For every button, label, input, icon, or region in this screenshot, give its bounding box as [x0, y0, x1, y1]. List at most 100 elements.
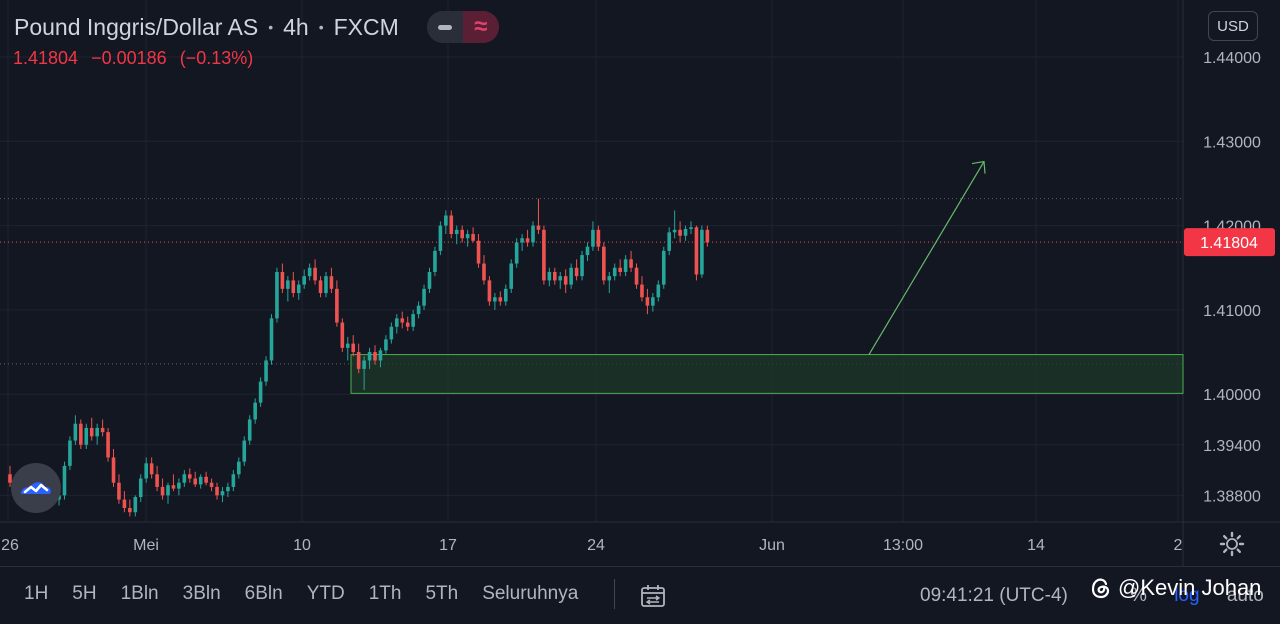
- candle-body: [362, 360, 366, 369]
- candle-body: [117, 482, 121, 500]
- candle-body: [465, 234, 470, 239]
- settings-gear-icon[interactable]: [1219, 531, 1245, 562]
- candle-body: [193, 478, 198, 485]
- y-tick-label: 1.41000: [1203, 303, 1261, 320]
- candle-body: [106, 432, 110, 458]
- candle-body: [651, 297, 655, 306]
- range-button-1th[interactable]: 1Th: [368, 583, 402, 604]
- candle-body: [482, 263, 486, 281]
- candle-body: [275, 271, 279, 319]
- clock-timezone[interactable]: 09:41:21 (UTC-4): [920, 585, 1068, 606]
- y-tick-label: 1.43000: [1203, 134, 1261, 151]
- wave-icon[interactable]: ≈: [462, 11, 499, 43]
- x-tick-label: 2: [1174, 537, 1183, 554]
- candle-body: [269, 318, 274, 361]
- exchange-label: FXCM: [333, 13, 399, 40]
- candle-body: [667, 232, 672, 251]
- candle-body: [422, 288, 426, 306]
- candle-body: [73, 423, 78, 441]
- range-selector: 1H 5H 1Bln 3Bln 6Bln YTD 1Th 5Th Seluruhnya: [12, 583, 590, 605]
- date-range-icon[interactable]: [640, 583, 666, 614]
- range-button-5th[interactable]: 5Th: [425, 583, 459, 604]
- price-change: −0.00186: [91, 48, 167, 68]
- tradingview-logo-icon[interactable]: [11, 463, 61, 513]
- log-toggle[interactable]: log: [1174, 585, 1200, 606]
- last-price: 1.41804: [13, 48, 79, 68]
- range-button-ytd[interactable]: YTD: [306, 583, 345, 604]
- candle-body: [400, 318, 405, 323]
- interval-label[interactable]: 4h: [283, 13, 309, 40]
- header-separator-dot: •: [268, 19, 274, 35]
- candle-body: [138, 478, 143, 498]
- candle-body: [661, 250, 666, 285]
- candle-body: [503, 288, 508, 302]
- candle-body: [264, 360, 268, 382]
- candle-body: [351, 343, 356, 353]
- auto-toggle[interactable]: auto: [1226, 585, 1264, 606]
- percent-toggle[interactable]: %: [1130, 585, 1147, 606]
- candle-body: [694, 227, 699, 275]
- candle-body: [95, 427, 99, 437]
- indicator-toggle[interactable]: ≈: [426, 11, 499, 43]
- candle-body: [111, 457, 116, 483]
- candle-body: [514, 242, 519, 264]
- candle-body: [553, 271, 557, 281]
- x-tick-label: 24: [587, 537, 605, 554]
- candle-body: [68, 440, 72, 466]
- candle-body: [215, 486, 219, 496]
- candle-body: [493, 297, 497, 302]
- minus-icon[interactable]: [426, 11, 463, 43]
- candle-body: [166, 485, 170, 496]
- candle-body: [656, 284, 661, 298]
- candle-body: [678, 229, 682, 236]
- candle-body: [171, 485, 176, 489]
- candle-body: [84, 427, 89, 445]
- candle-body: [79, 423, 83, 445]
- candle-body: [302, 276, 306, 285]
- candle-body: [220, 491, 225, 496]
- candle-body: [177, 482, 181, 489]
- candle-body: [449, 215, 454, 235]
- toolbar-divider: [614, 579, 615, 609]
- candle-body: [607, 276, 612, 281]
- range-button-1bln[interactable]: 1Bln: [120, 583, 159, 604]
- candle-body: [623, 259, 628, 272]
- candle-body: [672, 229, 677, 233]
- author-watermark: @Kevin Johan: [1090, 575, 1261, 601]
- candle-body: [296, 284, 301, 294]
- candle-body: [569, 267, 573, 285]
- price-chart[interactable]: 1.440001.430001.420001.410001.400001.394…: [0, 0, 1280, 566]
- candle-body: [405, 322, 410, 327]
- last-price-label-bg: [1184, 228, 1275, 257]
- x-tick-label: 26: [1, 537, 19, 554]
- candle-body: [558, 276, 563, 281]
- candle-body: [427, 271, 432, 289]
- candle-body: [476, 240, 481, 264]
- range-button-6bln[interactable]: 6Bln: [244, 583, 283, 604]
- candle-body: [384, 339, 388, 351]
- candle-body: [144, 463, 148, 479]
- candle-body: [460, 229, 464, 239]
- candle-body: [454, 229, 459, 235]
- candle-body: [591, 229, 595, 247]
- candle-body: [345, 343, 350, 348]
- x-tick-label: 17: [439, 537, 457, 554]
- x-tick-label: Jun: [759, 537, 785, 554]
- price-change-line: 1.41804 −0.00186 (−0.13%): [13, 48, 261, 69]
- candle-body: [438, 225, 443, 251]
- y-tick-label: 1.44000: [1203, 50, 1261, 67]
- candle-body: [531, 225, 535, 243]
- candle-body: [547, 271, 552, 281]
- range-button-seluruhnya[interactable]: Seluruhnya: [482, 583, 579, 604]
- range-button-5h[interactable]: 5H: [72, 583, 97, 604]
- candle-body: [313, 267, 317, 281]
- bottom-toolbar: 1H 5H 1Bln 3Bln 6Bln YTD 1Th 5Th Seluruhnya 09:4…: [0, 566, 1280, 624]
- currency-button[interactable]: USD: [1208, 11, 1258, 41]
- candle-body: [280, 271, 285, 289]
- range-button-3bln[interactable]: 3Bln: [182, 583, 221, 604]
- symbol-header[interactable]: Pound Inggris/Dollar AS • 4h • FXCM ≈: [14, 11, 499, 43]
- x-tick-label: Mei: [133, 537, 159, 554]
- y-tick-label: 1.40000: [1203, 387, 1261, 404]
- range-button-1h[interactable]: 1H: [24, 583, 49, 604]
- candle-body: [100, 427, 105, 433]
